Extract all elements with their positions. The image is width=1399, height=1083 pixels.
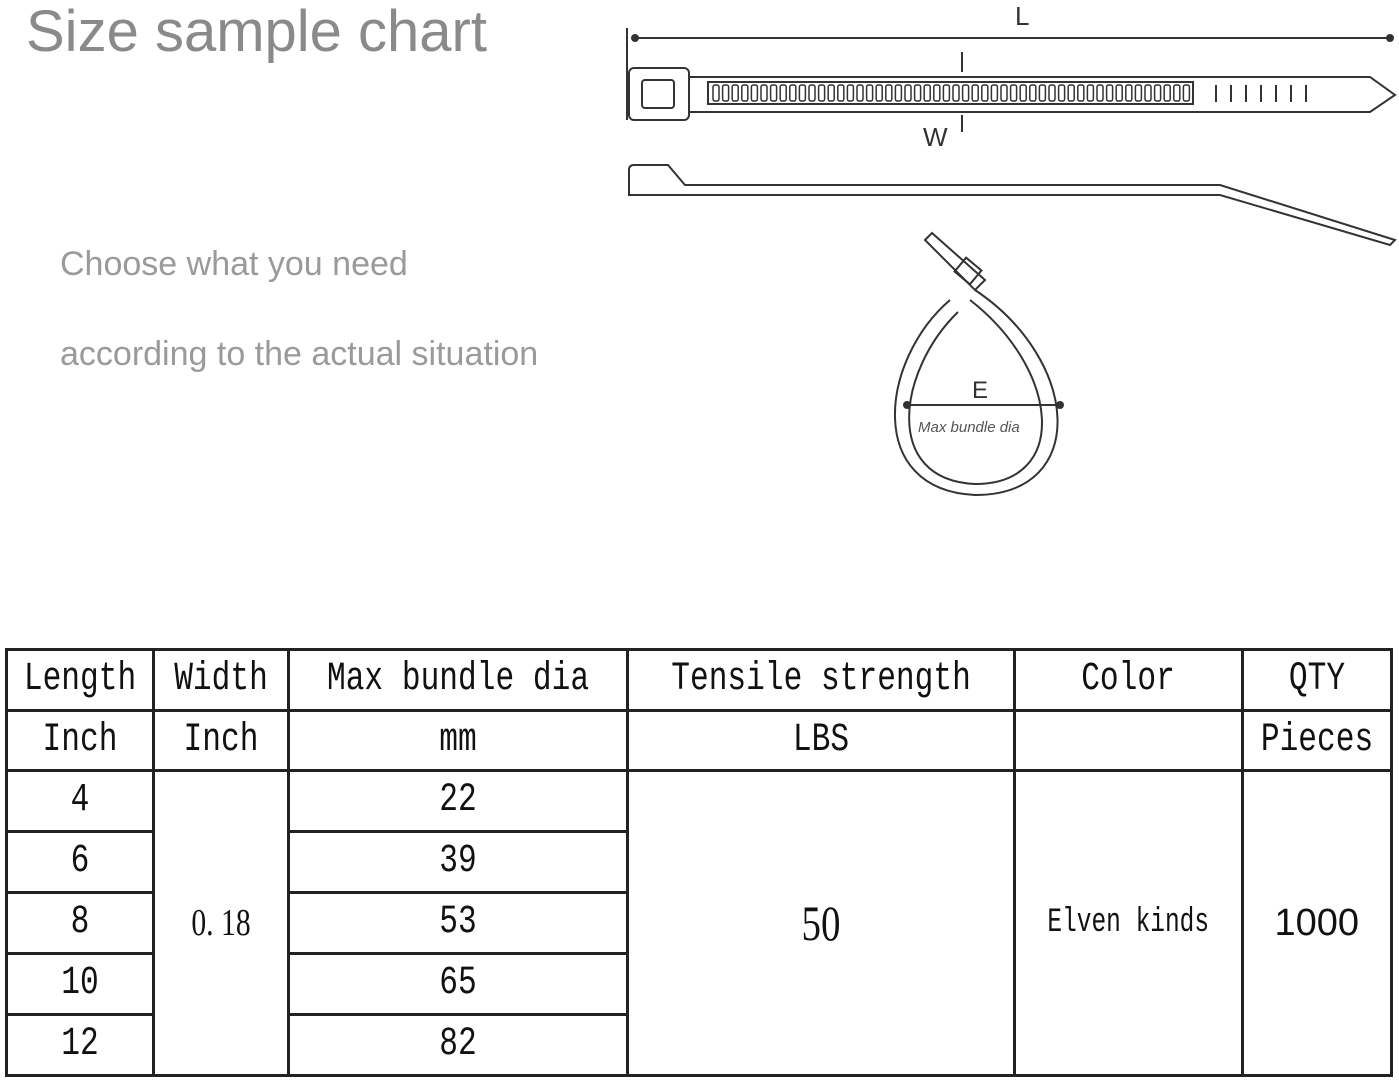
length-cell: 8 — [4, 891, 156, 955]
ratchet-tooth — [923, 84, 931, 102]
ratchet-tooth — [1153, 84, 1162, 102]
table-row: 6 39 — [4, 830, 1392, 894]
ratchet-tooth — [885, 84, 893, 102]
bundle-cell: 39 — [287, 830, 630, 894]
header-max-bundle-dia: Max bundle dia — [287, 648, 630, 712]
ratchet-tooth — [750, 84, 759, 102]
bundle-caption: Max bundle dia — [918, 419, 1020, 436]
subtitle-line-2: according to the actual situation — [60, 335, 539, 373]
ratchet-tooth — [1086, 84, 1095, 102]
ratchet-tooth — [779, 84, 787, 102]
ratchet-tooth — [817, 84, 826, 102]
header-color: Color — [1013, 648, 1244, 712]
header-qty: QTY — [1240, 648, 1394, 712]
ratchet-tooth — [1144, 84, 1152, 102]
tie-side-view — [628, 164, 1397, 247]
width-cell: 0. 18 — [152, 769, 291, 1077]
ratchet-tooth — [808, 84, 816, 102]
bundle-cell: 22 — [287, 769, 630, 833]
ratchet-tooth — [1077, 84, 1085, 102]
unit-color — [1013, 709, 1244, 772]
ratchet-tooth — [1105, 84, 1114, 102]
ratchet-tooth — [865, 84, 874, 102]
size-table: Length Width Max bundle dia Tensile stre… — [4, 648, 1394, 1077]
table-row: 10 65 — [4, 952, 1392, 1016]
header-tensile-strength: Tensile strength — [626, 648, 1017, 712]
ratchet-tooth — [1182, 84, 1191, 102]
ratchet-tooth — [933, 84, 941, 102]
ratchet-tooth — [1029, 84, 1037, 102]
color-cell: Elven kinds — [1013, 769, 1244, 1077]
length-label: L — [1015, 1, 1029, 31]
ratchet-tooth — [769, 84, 778, 102]
ratchet-tooth — [1000, 84, 1008, 102]
ratchet-tooth — [1125, 84, 1133, 102]
ratchet-tooth — [1134, 84, 1143, 102]
ratchet-tooth — [760, 84, 768, 102]
ratchet-tooth — [712, 84, 720, 102]
length-cell: 12 — [4, 1013, 156, 1077]
page-title: Size sample chart — [26, 0, 487, 64]
ratchet-tooth — [952, 84, 960, 102]
table-row: 4 0. 18 22 50 Elven kinds 1000 — [4, 769, 1394, 1077]
unit-row: Inch Inch mm LBS Pieces — [4, 709, 1394, 772]
ratchet-tooth — [913, 84, 922, 102]
ratchet-tooth — [981, 84, 989, 102]
ratchet-tooth — [1048, 84, 1056, 102]
ratchet-tooth — [837, 84, 845, 102]
header-row: Length Width Max bundle dia Tensile stre… — [4, 648, 1394, 712]
ratchet-tooth — [721, 84, 730, 102]
ratchet-tooth — [1115, 84, 1123, 102]
length-cell: 10 — [4, 952, 156, 1016]
bundle-cell: 53 — [287, 891, 630, 955]
ratchet-tooth — [846, 84, 855, 102]
unit-tensile: LBS — [626, 709, 1017, 772]
bundle-cell: 82 — [287, 1013, 630, 1077]
ratchet-tooth — [971, 84, 979, 102]
bundle-cell: 65 — [287, 952, 630, 1016]
ratchet-tooth — [875, 84, 883, 102]
ratchet-tooth — [894, 84, 903, 102]
ratchet-tooth — [1009, 84, 1018, 102]
tie-loop — [893, 289, 1059, 497]
width-label: W — [923, 122, 948, 152]
ratchet-tooth — [1163, 84, 1171, 102]
table-row: 8 53 — [4, 891, 1392, 955]
ratchet-tooth — [827, 84, 835, 102]
ratchet-tooth — [1096, 84, 1104, 102]
ratchet-tooth — [741, 84, 749, 102]
ratchet-tooth — [789, 84, 797, 102]
ratchet-tooth — [1067, 84, 1075, 102]
ratchet-tooth — [942, 84, 951, 102]
unit-bundle: mm — [287, 709, 630, 772]
header-width: Width — [152, 648, 291, 712]
ratchet-tooth — [961, 84, 970, 102]
ratchet-tooth — [856, 84, 864, 102]
ratchet-tooth — [990, 84, 999, 102]
ratchet-tooth — [1019, 84, 1027, 102]
cable-tie-diagram: L W E Max bundle dia — [626, 1, 1397, 497]
table-row: 12 82 — [4, 1013, 1392, 1077]
unit-width: Inch — [152, 709, 291, 772]
subtitle-line-1: Choose what you need — [60, 245, 408, 283]
length-cell: 6 — [4, 830, 156, 894]
ratchet-tooth — [1173, 84, 1181, 102]
tensile-cell: 50 — [626, 769, 1017, 1077]
ratchet-tooth — [1038, 84, 1047, 102]
ratchet-tooth — [904, 84, 912, 102]
qty-cell: 1000 — [1240, 769, 1394, 1077]
ratchet-tooth — [1057, 84, 1066, 102]
length-cell: 4 — [4, 769, 156, 833]
unit-length: Inch — [4, 709, 156, 772]
unit-qty: Pieces — [1240, 709, 1394, 772]
bundle-label: E — [972, 377, 988, 404]
ratchet-tooth — [798, 84, 807, 102]
header-length: Length — [4, 648, 156, 712]
ratchet-tooth — [731, 84, 739, 102]
